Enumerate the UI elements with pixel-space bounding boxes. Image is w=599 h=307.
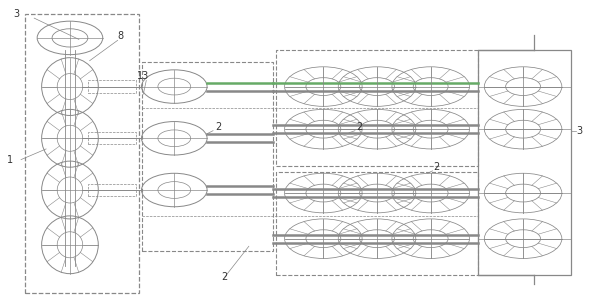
Bar (88, 132, 135, 144)
Text: 2: 2 (221, 272, 227, 282)
Text: 8: 8 (117, 31, 124, 41)
Text: 1: 1 (7, 155, 13, 165)
Bar (276, 50, 479, 166)
Bar (88, 80, 135, 93)
Bar (479, 50, 571, 275)
Bar (88, 184, 135, 196)
Bar (141, 62, 273, 251)
Text: 2: 2 (356, 122, 362, 132)
Bar (25, 14, 138, 293)
Text: 3: 3 (577, 126, 583, 136)
Text: 2: 2 (434, 162, 440, 172)
Text: 13: 13 (137, 71, 150, 81)
Text: 3: 3 (13, 9, 19, 19)
Text: 2: 2 (215, 122, 221, 132)
Bar (276, 172, 479, 275)
